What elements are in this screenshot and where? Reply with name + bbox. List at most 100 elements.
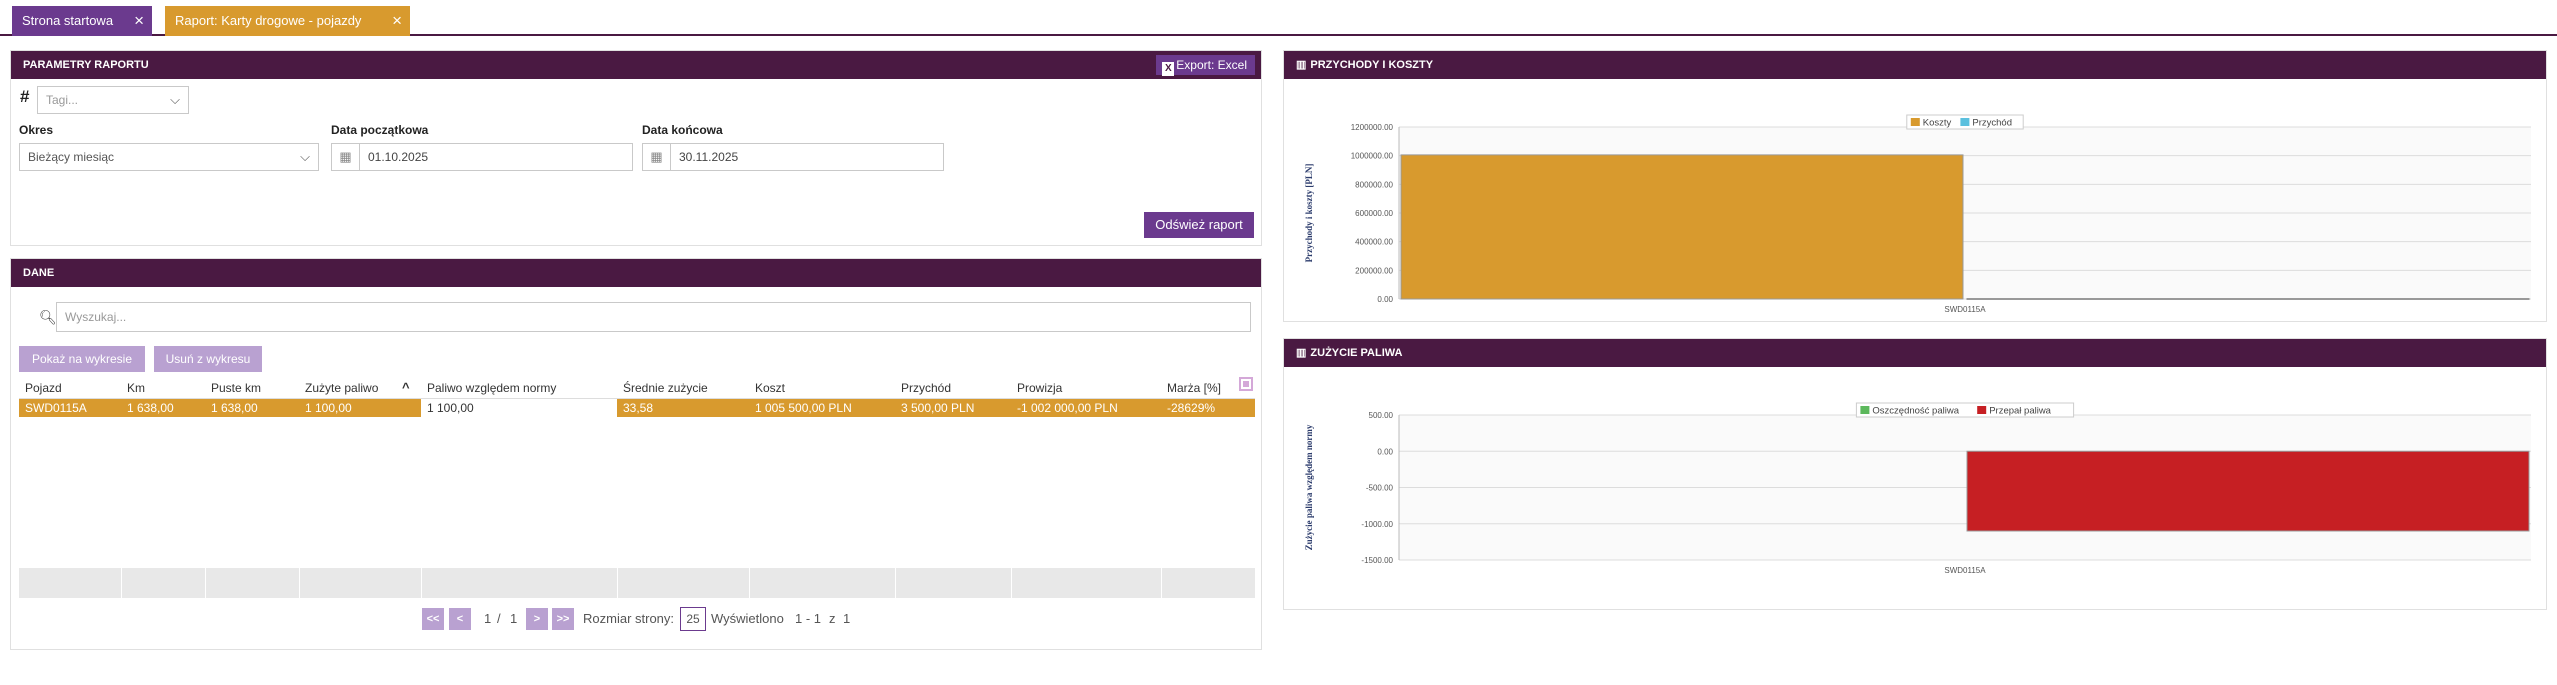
fuel-consumption-panel: ▥ ZUŻYCIE PALIWA -1500.00 -1000.00 -500.00 0… — [1283, 338, 2547, 610]
bar-chart-icon: ▥ — [1296, 59, 1307, 71]
bar-koszty[interactable] — [1400, 154, 1964, 300]
header-divider — [19, 398, 1255, 399]
col-km[interactable]: Km — [127, 381, 145, 395]
col-empty-km[interactable]: Puste km — [211, 381, 262, 395]
tags-select[interactable]: Tagi... ⌵ — [37, 86, 189, 114]
y-tick-label: 500.00 — [1369, 411, 1394, 420]
cell-km: 1 638,00 — [127, 401, 174, 415]
end-date-value: 30.11.2025 — [679, 150, 739, 164]
last-page-button[interactable]: >> — [552, 608, 574, 630]
y-tick-label: 1000000.00 — [1351, 152, 1394, 161]
y-tick-label: 800000.00 — [1355, 180, 1393, 189]
cell-pojazd: SWD0115A — [25, 401, 87, 415]
search-placeholder: Wyszukaj... — [65, 310, 127, 324]
shown-of: z — [829, 611, 836, 626]
show-on-chart-button[interactable]: Pokaż na wykresie — [19, 346, 145, 372]
y-tick-label: -1500.00 — [1361, 556, 1393, 565]
report-params-header: PARAMETRY RAPORTU X Export: Excel — [11, 51, 1261, 79]
legend-swatch[interactable] — [1860, 406, 1870, 414]
bar-przychód[interactable] — [1966, 297, 2530, 300]
end-date-label: Data końcowa — [642, 123, 723, 137]
chart-legend: Koszty Przychód — [1906, 114, 2024, 130]
shown-range: 1 - 1 — [795, 611, 822, 626]
data-header: DANE — [11, 259, 1261, 287]
cell-avg-consumption: 33,58 — [623, 401, 654, 415]
legend-label[interactable]: Przychód — [1972, 118, 2012, 129]
col-fuel-vs-norm[interactable]: Paliwo względem normy — [427, 381, 557, 395]
y-tick-label: -1000.00 — [1361, 520, 1393, 529]
cell-fuel-used: 1 100,00 — [305, 401, 352, 415]
page-size-input[interactable]: 25 — [680, 607, 706, 631]
col-pojazd[interactable]: Pojazd — [25, 381, 62, 395]
start-date-value: 01.10.2025 — [368, 150, 429, 164]
fuel-consumption-title: ZUŻYCIE PALIWA — [1310, 347, 1403, 359]
export-excel-label: Export: Excel — [1176, 58, 1247, 72]
chevron-down-icon: ⌵ — [300, 149, 310, 164]
col-commission[interactable]: Prowizja — [1017, 381, 1063, 395]
excel-icon: X — [1162, 62, 1175, 76]
column-settings-icon[interactable] — [1239, 377, 1253, 391]
y-axis-label: Zużycie paliwa względem normy — [1304, 424, 1314, 550]
bar-chart-icon: ▥ — [1296, 347, 1307, 359]
remove-from-chart-button[interactable]: Usuń z wykresu — [154, 346, 262, 372]
report-params-panel: PARAMETRY RAPORTU X Export: Excel # Tagi.… — [10, 50, 1262, 246]
legend-label[interactable]: Koszty — [1923, 118, 1952, 129]
cell-fuel-vs-norm: 1 100,00 — [421, 399, 617, 417]
income-cost-header: ▥ PRZYCHODY I KOSZTY — [1284, 51, 2546, 79]
chevron-down-icon: ⌵ — [170, 92, 180, 107]
period-select[interactable]: Bieżący miesiąc ⌵ — [19, 143, 319, 171]
report-params-title: PARAMETRY RAPORTU — [23, 59, 149, 71]
income-cost-title: PRZYCHODY I KOSZTY — [1310, 59, 1434, 71]
cell-empty-km: 1 638,00 — [211, 401, 258, 415]
start-date-label: Data początkowa — [331, 123, 429, 137]
table-row[interactable]: SWD0115A 1 638,00 1 638,00 1 100,00 1 10… — [19, 399, 1255, 417]
income-cost-panel: ▥ PRZYCHODY I KOSZTY 0.00 200000.00 400000.… — [1283, 50, 2547, 322]
close-icon[interactable]: × — [134, 11, 144, 30]
shown-total: 1 — [843, 611, 851, 626]
tab-home-label: Strona startowa — [22, 13, 114, 28]
legend-swatch[interactable] — [1910, 118, 1920, 126]
cell-revenue: 3 500,00 PLN — [901, 401, 975, 415]
tab-report-label: Raport: Karty drogowe - pojazdy — [175, 13, 362, 28]
y-tick-label: 600000.00 — [1355, 209, 1393, 218]
page-size-label: Rozmiar strony: — [583, 611, 675, 626]
search-input[interactable]: Wyszukaj... — [56, 302, 1251, 332]
legend-label[interactable]: Oszczędność paliwa — [1872, 406, 1959, 417]
prev-page-button[interactable]: < — [449, 608, 471, 630]
col-fuel-used[interactable]: Zużyte paliwo — [305, 381, 379, 395]
search-icon: 🔍︎ — [39, 309, 57, 325]
col-margin[interactable]: Marża [%] — [1167, 381, 1222, 395]
tab-report[interactable]: Raport: Karty drogowe - pojazdy × — [165, 6, 410, 36]
col-avg-consumption[interactable]: Średnie zużycie — [623, 381, 708, 395]
legend-swatch[interactable] — [1977, 406, 1987, 414]
col-cost[interactable]: Koszt — [755, 381, 786, 395]
data-panel: DANE 🔍︎ Wyszukaj... Pokaż na wykresie Us… — [10, 258, 1262, 650]
y-tick-label: 1200000.00 — [1351, 123, 1394, 132]
total-pages: 1 — [510, 611, 518, 626]
sort-asc-icon[interactable]: ^ — [402, 380, 410, 395]
legend-label[interactable]: Przepał paliwa — [1989, 406, 2051, 417]
bar-przepał-paliwa[interactable] — [1966, 450, 2530, 532]
chart-legend: Oszczędność paliwa Przepał paliwa — [1855, 402, 2075, 418]
calendar-icon[interactable]: ▦ — [332, 144, 360, 170]
y-tick-label: 0.00 — [1377, 447, 1393, 456]
refresh-report-button[interactable]: Odśwież raport — [1144, 212, 1254, 238]
y-tick-label: 0.00 — [1377, 295, 1393, 304]
shown-label: Wyświetlono — [711, 611, 784, 626]
y-tick-label: 200000.00 — [1355, 266, 1393, 275]
col-revenue[interactable]: Przychód — [901, 381, 952, 395]
end-date-field[interactable]: ▦ 30.11.2025 — [642, 143, 944, 171]
current-page: 1 — [484, 611, 492, 626]
legend-swatch[interactable] — [1960, 118, 1970, 126]
export-excel-button[interactable]: X Export: Excel — [1156, 55, 1255, 76]
calendar-icon[interactable]: ▦ — [643, 144, 671, 170]
tags-placeholder: Tagi... — [46, 93, 79, 107]
fuel-consumption-header: ▥ ZUŻYCIE PALIWA — [1284, 339, 2546, 367]
tab-home[interactable]: Strona startowa × — [12, 6, 152, 36]
y-tick-label: -500.00 — [1366, 484, 1394, 493]
next-page-button[interactable]: > — [526, 608, 548, 630]
first-page-button[interactable]: << — [422, 608, 444, 630]
start-date-field[interactable]: ▦ 01.10.2025 — [331, 143, 633, 171]
close-icon[interactable]: × — [392, 11, 402, 30]
tab-bar: Strona startowa × Raport: Karty drogowe … — [0, 0, 2557, 36]
